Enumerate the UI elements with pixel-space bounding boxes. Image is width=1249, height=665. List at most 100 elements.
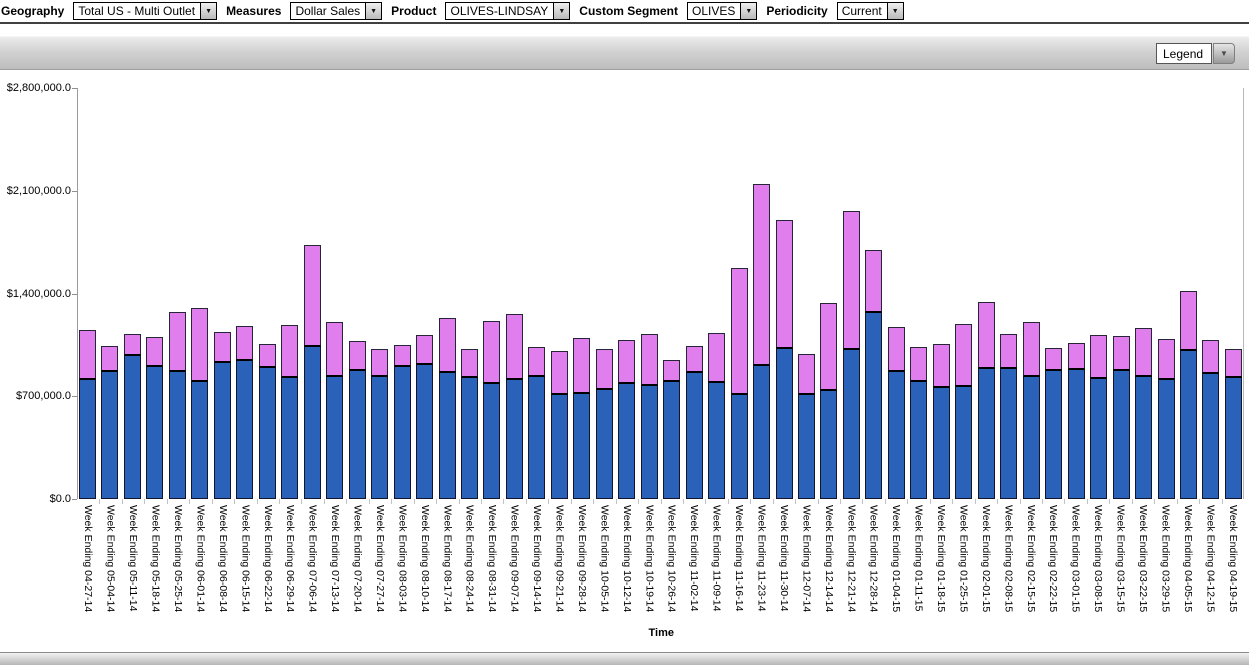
legend-dropdown-button[interactable]: ▼ [1213, 43, 1235, 64]
product-dropdown-button[interactable]: ▼ [553, 3, 570, 19]
bar-segment-pink [168, 312, 186, 371]
measures-dropdown-button[interactable]: ▼ [365, 3, 382, 19]
bar-segment-blue [753, 365, 771, 499]
bar-segment-pink [865, 250, 883, 312]
stacked-bar-chart: $0.0 $700,000.0 $1,400,000.0 $2,100,000.0 $2… [0, 71, 1249, 652]
bar-week-10-26-14 [663, 360, 681, 499]
bar-segment-pink [1224, 349, 1242, 377]
bar-segment-pink [1045, 348, 1063, 370]
bar-segment-blue [887, 371, 905, 499]
bar-segment-pink [191, 308, 209, 381]
x-axis-tick-mark [773, 499, 774, 504]
x-axis-tick-label: Week Ending 05-18-14 [149, 505, 162, 613]
x-axis-tick-label: Week Ending 06-29-14 [284, 505, 297, 613]
geography-dropdown-button[interactable]: ▼ [200, 3, 217, 19]
x-axis-tick-mark [414, 499, 415, 504]
x-axis-tick-mark [212, 499, 213, 504]
custom-segment-dropdown-button[interactable]: ▼ [740, 3, 757, 19]
bar-week-11-23-14 [753, 184, 771, 499]
bar-segment-blue [236, 360, 254, 499]
bar-week-02-15-15 [1022, 322, 1040, 499]
x-axis-tick-mark [885, 499, 886, 504]
bar-week-08-03-14 [393, 345, 411, 499]
x-axis-tick-label: Week Ending 01-04-15 [890, 505, 903, 613]
bar-segment-pink [595, 349, 613, 389]
bar-segment-blue [438, 372, 456, 499]
bar-week-06-22-14 [258, 344, 276, 499]
bar-week-10-19-14 [640, 334, 658, 499]
x-axis-tick-mark [1042, 499, 1043, 504]
bar-week-07-20-14 [348, 341, 366, 499]
x-axis-tick-label: Week Ending 06-08-14 [216, 505, 229, 613]
bar-segment-pink [550, 351, 568, 394]
bar-segment-pink [236, 326, 254, 360]
periodicity-value: Current [841, 4, 882, 18]
x-axis-tick-mark [526, 499, 527, 504]
x-axis-tick-label: Week Ending 10-26-14 [665, 505, 678, 613]
bar-segment-blue [685, 372, 703, 499]
bar-segment-blue [348, 370, 366, 499]
bar-segment-blue [1045, 370, 1063, 499]
bar-week-04-05-15 [1179, 291, 1197, 499]
x-axis-tick-mark [862, 499, 863, 504]
bar-week-01-11-15 [910, 347, 928, 499]
custom-segment-select[interactable]: OLIVES ▼ [686, 2, 758, 20]
x-axis-tick-mark [683, 499, 684, 504]
bar-segment-pink [1202, 340, 1220, 373]
x-axis-tick-label: Week Ending 01-18-15 [935, 505, 948, 613]
bar-week-02-22-15 [1045, 348, 1063, 499]
x-axis-tick-label: Week Ending 02-08-15 [1002, 505, 1015, 613]
x-axis-tick-label: Week Ending 09-21-14 [553, 505, 566, 613]
x-axis-tick-mark [167, 499, 168, 504]
bar-segment-blue [573, 393, 591, 499]
bar-segment-pink [708, 333, 726, 382]
x-axis-tick-label: Week Ending 11-02-14 [688, 505, 701, 612]
bar-segment-pink [775, 220, 793, 348]
x-axis-tick-mark [346, 499, 347, 504]
bar-segment-blue [1022, 376, 1040, 499]
x-axis-tick-label: Week Ending 12-14-14 [822, 505, 835, 613]
bar-segment-pink [798, 354, 815, 394]
bar-week-06-08-14 [213, 332, 231, 499]
periodicity-select[interactable]: Current ▼ [836, 2, 904, 20]
periodicity-dropdown-button[interactable]: ▼ [886, 3, 903, 19]
custom-segment-value: OLIVES [691, 4, 736, 18]
x-axis-tick-label: Week Ending 12-07-14 [800, 505, 813, 613]
bar-segment-pink [932, 344, 950, 387]
bar-segment-pink [977, 302, 995, 368]
x-axis-tick-label: Week Ending 10-19-14 [643, 505, 656, 613]
x-axis-tick-mark [1109, 499, 1110, 504]
x-axis-tick-mark [616, 499, 617, 504]
chevron-down-icon: ▼ [1220, 48, 1228, 58]
x-axis-tick-mark [1154, 499, 1155, 504]
bar-segment-pink [416, 335, 434, 364]
x-axis-tick-mark [638, 499, 639, 504]
measures-select[interactable]: Dollar Sales ▼ [290, 2, 383, 20]
bar-segment-blue [663, 381, 681, 499]
x-axis-tick-label: Week Ending 08-03-14 [396, 505, 409, 613]
x-axis-tick-mark [907, 499, 908, 504]
x-axis-title: Time [648, 627, 674, 639]
x-axis-tick-mark [818, 499, 819, 504]
toolbar-divider [0, 22, 1249, 24]
legend-dropdown[interactable]: Legend ▼ [1156, 43, 1235, 64]
bar-segment-pink [730, 268, 748, 394]
x-axis-tick-mark [728, 499, 729, 504]
bar-week-05-11-14 [123, 334, 141, 499]
bar-week-01-18-15 [932, 344, 950, 499]
x-axis-tick-label: Week Ending 03-01-15 [1069, 505, 1082, 613]
bar-segment-blue [281, 377, 299, 499]
bar-segment-blue [303, 346, 321, 499]
x-axis-tick-mark [750, 499, 751, 504]
bar-segment-blue [416, 364, 434, 499]
legend-dropdown-value: Legend [1156, 43, 1212, 64]
x-axis-tick-label: Week Ending 06-15-14 [239, 505, 252, 613]
bar-segment-blue [1202, 373, 1220, 499]
geography-select[interactable]: Total US - Multi Outlet ▼ [73, 2, 218, 20]
x-axis-tick-label: Week Ending 01-11-15 [912, 505, 925, 612]
bar-segment-pink [505, 314, 523, 379]
x-axis-tick-mark [436, 499, 437, 504]
product-select[interactable]: OLIVES-LINDSAY ▼ [445, 2, 571, 20]
chart-panel-header: Legend ▼ [0, 36, 1249, 70]
y-axis-tick-mark [72, 88, 77, 89]
